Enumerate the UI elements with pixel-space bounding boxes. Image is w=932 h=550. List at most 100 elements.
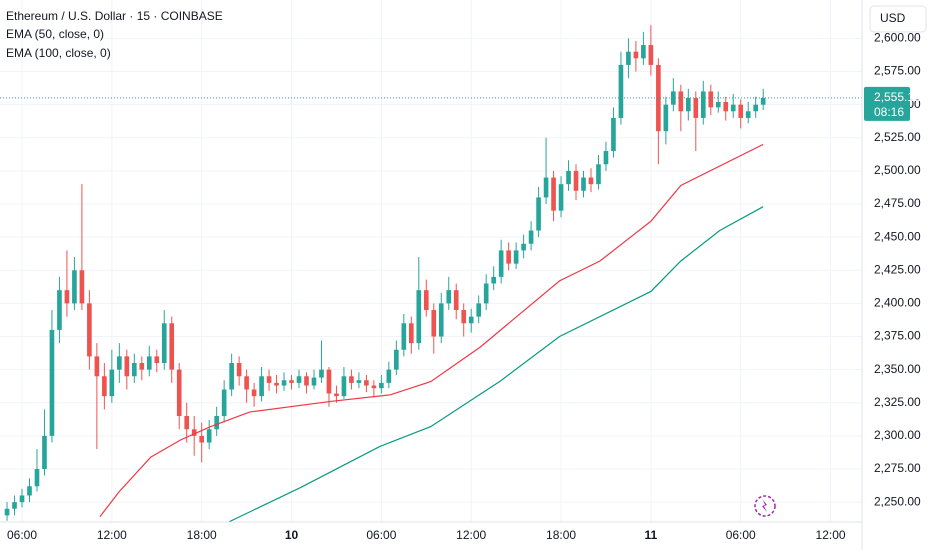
axes: 2,250.00 2,275.00 2,300.00 2,325.00 2,350.00…: [7, 31, 921, 543]
candle-body: [521, 243, 526, 251]
candle-body: [611, 117, 616, 152]
y-tick-label: 2,525.00: [874, 130, 921, 144]
candle-body: [663, 104, 669, 132]
icon-bolt: [762, 500, 767, 512]
candle-body: [401, 323, 407, 350]
candle-body: [446, 290, 452, 304]
last-price-box: [864, 86, 910, 121]
candle-body: [656, 64, 661, 132]
candle-body: [64, 290, 70, 304]
x-tick-label: 18:00: [546, 528, 576, 542]
candle-body: [700, 91, 706, 118]
candle-body: [468, 316, 474, 324]
x-tick-label: 06:00: [726, 528, 756, 542]
candle-body: [57, 290, 62, 330]
candle-body: [206, 429, 212, 443]
ema-line: [228, 206, 764, 522]
candle-body: [491, 276, 496, 284]
candle-body: [379, 382, 384, 389]
candle-body: [558, 184, 564, 211]
candle-body: [588, 177, 594, 185]
candle-body: [408, 323, 414, 344]
y-tick-label: 2,500.00: [874, 163, 921, 177]
candle-body: [199, 435, 205, 443]
candle-body: [498, 250, 504, 277]
y-tick-label: 2,325.00: [874, 395, 921, 409]
assistant-icon[interactable]: [754, 495, 776, 517]
candle-body: [229, 363, 234, 390]
candle-body: [543, 177, 549, 198]
candle-body: [648, 45, 654, 65]
candle-body: [626, 51, 631, 65]
candle-body: [356, 380, 362, 383]
currency-button[interactable]: [869, 5, 927, 33]
candle-body: [274, 382, 279, 386]
candle-body: [79, 270, 85, 304]
x-tick-label: 06:00: [366, 528, 396, 542]
y-tick-label: 2,575.00: [874, 64, 921, 78]
candle-body: [461, 310, 467, 324]
candle-body: [596, 164, 601, 185]
last-price-label: 2,555.12: [874, 90, 921, 104]
legend-entry: EMA (50, close, 0): [6, 27, 104, 41]
candle-body: [723, 102, 729, 112]
x-tick-label: 06:00: [7, 528, 37, 542]
plot-area: [0, 25, 862, 522]
y-tick-label: 2,475.00: [874, 196, 921, 210]
candle-body: [146, 356, 152, 370]
candle-body: [251, 389, 257, 397]
candle-body: [641, 45, 646, 59]
candle-body: [633, 51, 639, 59]
candle-body: [476, 303, 482, 317]
candle-body: [738, 104, 744, 118]
candle-body: [244, 376, 249, 390]
candle-body: [296, 376, 302, 383]
candle-body: [566, 170, 571, 185]
candle-body: [423, 290, 429, 311]
grid: [0, 0, 862, 522]
candle-body: [438, 303, 444, 337]
candle-body: [573, 170, 579, 191]
candle-body: [94, 356, 100, 377]
candle-body: [431, 310, 437, 337]
candle-body: [671, 91, 676, 105]
candle-body: [236, 363, 242, 377]
candle-body: [693, 98, 699, 118]
candle-body: [154, 356, 160, 364]
candle-body: [191, 429, 197, 436]
candle-body: [513, 250, 519, 264]
countdown-label: 08:16: [874, 105, 904, 119]
candle-body: [102, 376, 107, 397]
candle-body: [753, 104, 759, 112]
candle-body: [618, 64, 624, 118]
candle-body: [42, 435, 47, 470]
x-tick-label: 12:00: [97, 528, 127, 542]
candle-body: [161, 323, 167, 364]
ema-line: [99, 143, 764, 518]
candle-body: [131, 363, 137, 377]
y-tick-label: 2,275.00: [874, 461, 921, 475]
candle-body: [289, 380, 294, 383]
x-tick-label: 10: [285, 528, 299, 542]
y-tick-label: 2,600.00: [874, 31, 921, 45]
y-tick-label: 2,450.00: [874, 229, 921, 243]
candle-body: [326, 369, 332, 394]
candle-body: [760, 97, 766, 105]
candle-body: [319, 369, 324, 378]
candle-body: [34, 469, 40, 487]
candle-body: [27, 486, 32, 496]
candle-body: [49, 329, 55, 436]
x-tick-label: 11: [645, 528, 658, 542]
chart-title: Ethereum / U.S. Dollar · 15 · COINBASE: [6, 9, 223, 23]
candle-body: [371, 385, 377, 389]
icon-ring: [754, 495, 776, 517]
candle-body: [364, 380, 369, 386]
candle-body: [109, 369, 115, 397]
candle-body: [551, 177, 556, 211]
candle-body: [117, 356, 122, 370]
candle-body: [745, 111, 751, 118]
candle-body: [506, 250, 511, 264]
candle-body: [603, 151, 609, 165]
